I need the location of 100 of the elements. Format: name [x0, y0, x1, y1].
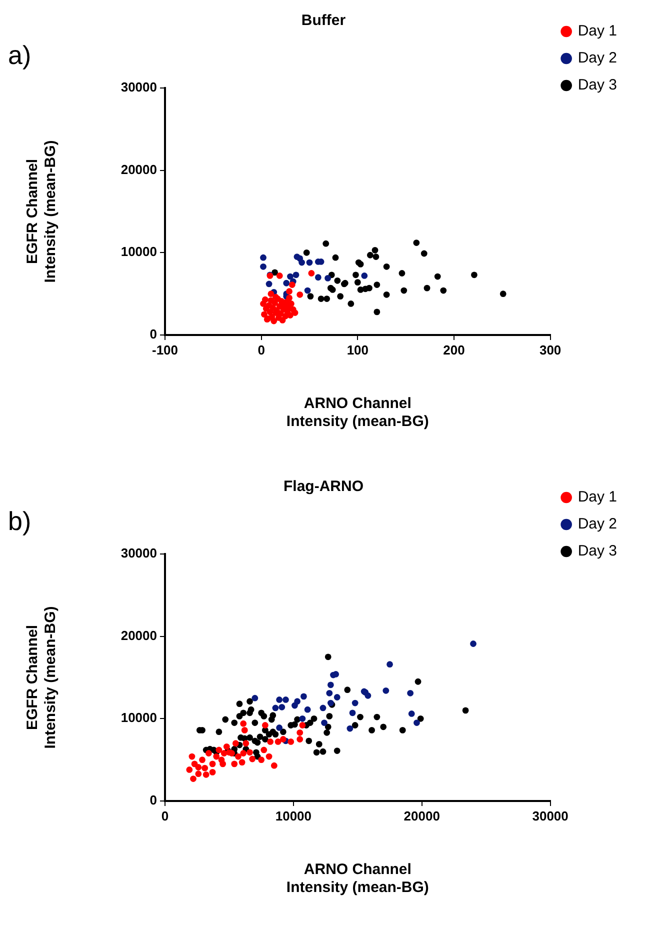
point: [294, 698, 300, 705]
point: [267, 738, 274, 745]
point: [307, 293, 314, 300]
x-tick-label: 300: [539, 342, 562, 358]
point: [282, 696, 289, 703]
x-tick-label: 20000: [404, 808, 440, 824]
point: [324, 296, 330, 302]
point: [240, 720, 247, 727]
point: [278, 704, 286, 710]
point: [188, 753, 196, 760]
point: [500, 290, 506, 298]
point: [296, 729, 304, 736]
point: [276, 696, 283, 703]
point: [383, 263, 390, 270]
point: [268, 290, 274, 298]
chart-title: Buffer: [301, 12, 346, 30]
point: [306, 259, 313, 266]
text: b): [8, 506, 32, 537]
point: [209, 760, 216, 768]
point: [216, 746, 222, 754]
legend-label: Day 1: [578, 488, 618, 506]
point: [364, 692, 372, 699]
point: [266, 753, 272, 760]
point: [286, 288, 292, 295]
point: [383, 291, 390, 298]
point: [262, 722, 268, 728]
point: [238, 759, 246, 766]
point: [308, 270, 315, 276]
point: [231, 760, 238, 768]
legend-label: Day 3: [578, 76, 618, 94]
point: [334, 694, 340, 700]
point: [354, 279, 361, 286]
point: [299, 722, 306, 728]
point: [262, 296, 268, 303]
point: [382, 687, 390, 694]
point: [300, 693, 307, 700]
point: [408, 710, 415, 717]
point: [195, 770, 202, 778]
point: [242, 740, 250, 747]
point: [374, 308, 380, 316]
legend-label: Day 2: [578, 50, 618, 67]
point: [213, 753, 220, 760]
y-tick-label: 10000: [120, 710, 157, 726]
x-tick-label: 100: [346, 342, 369, 358]
point: [190, 776, 196, 782]
point: [241, 726, 248, 734]
point: [240, 750, 247, 756]
point: [304, 287, 311, 294]
point: [407, 690, 414, 696]
point: [299, 715, 306, 722]
point: [286, 294, 292, 302]
y-tick-label: 10000: [120, 244, 157, 260]
point: [249, 756, 256, 762]
point: [287, 312, 294, 318]
point: [223, 743, 230, 750]
point: [372, 246, 378, 254]
y-tick-label: 0: [150, 792, 157, 808]
legend-label: Day 3: [578, 542, 618, 560]
legend-label: Day 1: [578, 22, 618, 40]
y-tick-label: 0: [150, 326, 157, 342]
point: [276, 272, 283, 279]
point: [424, 284, 430, 292]
point: [470, 640, 476, 647]
point: [352, 700, 358, 706]
point: [209, 768, 216, 776]
point: [434, 273, 441, 280]
point: [346, 725, 354, 732]
point: [287, 273, 294, 280]
point: [266, 280, 272, 288]
y-axis-title: EGFR Channel Intensity (mean-BG): [24, 140, 60, 283]
x-axis-title: ARNO Channel Intensity (mean-BG): [286, 861, 429, 896]
point: [260, 746, 268, 754]
point: [220, 760, 226, 768]
point: [366, 252, 374, 258]
point: [304, 706, 311, 713]
point: [186, 766, 193, 773]
point: [337, 293, 344, 300]
point: [205, 750, 212, 756]
point: [276, 724, 283, 731]
point: [235, 753, 242, 760]
point: [298, 259, 305, 266]
point: [414, 720, 420, 726]
point: [246, 749, 253, 756]
point: [274, 738, 282, 745]
point: [296, 291, 304, 298]
point: [296, 736, 304, 742]
point: [280, 736, 286, 742]
point: [348, 300, 354, 307]
x-tick-label: 10000: [275, 808, 312, 824]
point: [288, 738, 294, 745]
point: [272, 704, 279, 712]
point: [366, 284, 372, 292]
point: [232, 740, 239, 747]
point: [314, 274, 322, 281]
point: [292, 272, 300, 278]
y-tick-label: 20000: [120, 162, 157, 177]
point: [420, 250, 428, 257]
point: [374, 282, 380, 288]
point: [320, 704, 326, 712]
point: [202, 771, 210, 778]
